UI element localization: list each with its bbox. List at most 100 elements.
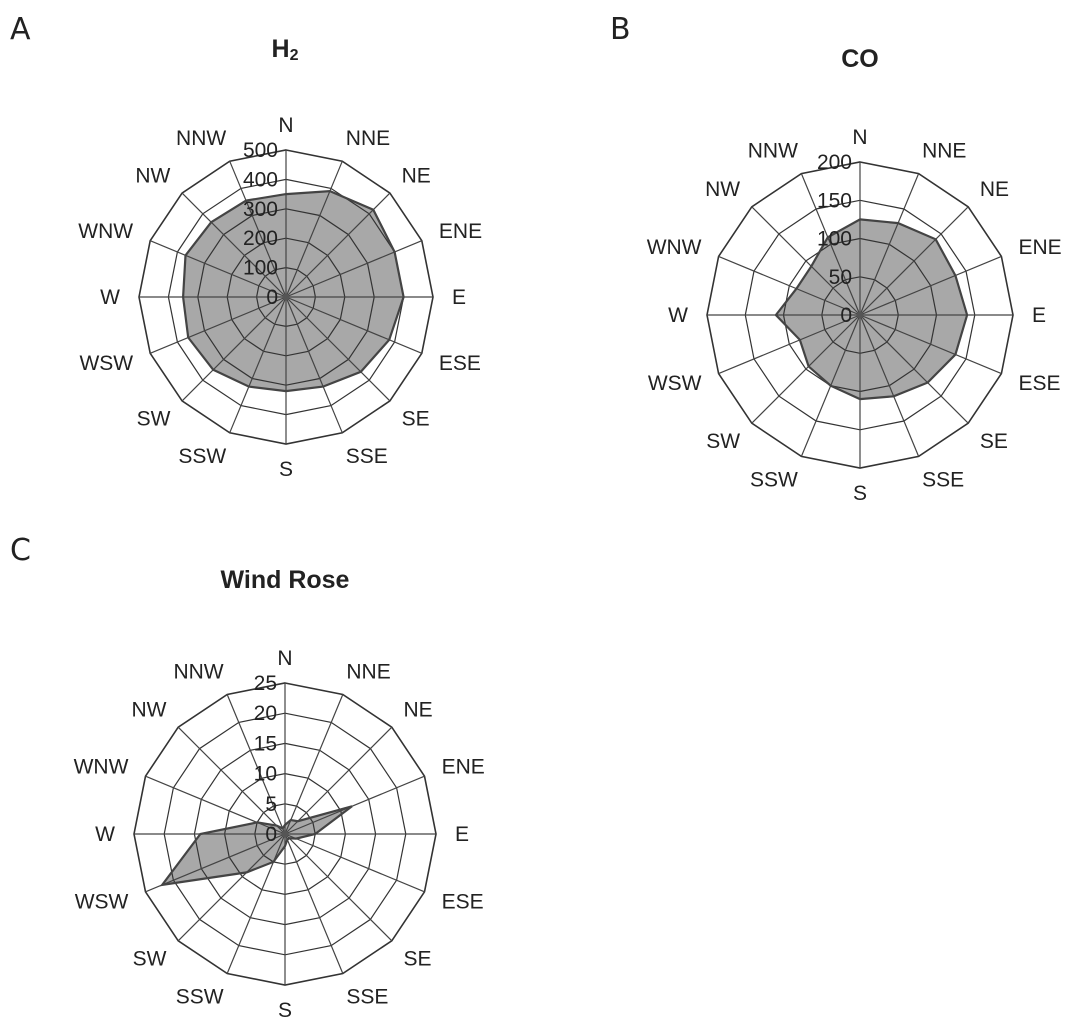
data-outline	[774, 218, 969, 401]
category-label-e: E	[455, 823, 469, 846]
category-label-w: W	[95, 823, 115, 846]
spoke-se	[285, 296, 391, 402]
tick-label: 20	[254, 702, 277, 725]
category-label-e: E	[452, 286, 466, 309]
category-label-se: SE	[402, 408, 430, 431]
chart-title-subscript: 2	[289, 47, 299, 64]
spoke-nw	[177, 726, 286, 835]
spoke-ese	[284, 833, 425, 893]
spoke-se	[859, 314, 969, 424]
category-label-sw: SW	[137, 408, 171, 431]
category-label-ese: ESE	[439, 352, 481, 375]
spoke-ene	[859, 255, 1002, 316]
tick-label: 0	[265, 823, 277, 846]
category-label-wnw: WNW	[647, 236, 702, 259]
tick-label: 0	[840, 304, 852, 327]
tick-label: 0	[266, 286, 278, 309]
spoke-ne	[284, 726, 393, 835]
category-label-ese: ESE	[1019, 372, 1061, 395]
category-label-wnw: WNW	[78, 220, 133, 243]
tick-label: 25	[254, 672, 277, 695]
category-label-nw: NW	[705, 178, 740, 201]
category-label-nne: NNE	[922, 140, 966, 163]
category-label-wsw: WSW	[75, 890, 129, 913]
data-outline	[181, 189, 405, 393]
category-label-nnw: NNW	[748, 140, 798, 163]
spoke-nnw	[229, 160, 287, 298]
category-label-nw: NW	[135, 164, 170, 187]
chart-title-wind-rose: Wind Rose	[220, 566, 350, 594]
category-label-wnw: WNW	[74, 756, 129, 779]
category-label-ssw: SSW	[176, 986, 224, 1009]
category-label-ssw: SSW	[750, 469, 798, 492]
category-label-ne: NE	[402, 164, 431, 187]
spoke-ne	[859, 206, 969, 316]
spoke-wnw	[718, 255, 861, 316]
spoke-sw	[177, 833, 286, 942]
category-label-ene: ENE	[439, 220, 482, 243]
category-label-wsw: WSW	[648, 372, 702, 395]
spoke-ssw	[229, 296, 287, 434]
spoke-ene	[285, 240, 423, 298]
tick-label: 15	[254, 732, 277, 755]
tick-label: 500	[243, 139, 278, 162]
category-label-nnw: NNW	[176, 127, 226, 150]
tick-label: 300	[243, 198, 278, 221]
spoke-sw	[181, 296, 287, 402]
panel-letter-a: A	[10, 12, 31, 47]
category-label-ne: NE	[980, 178, 1009, 201]
chart-title-co: CO	[841, 45, 879, 73]
category-label-nne: NNE	[346, 127, 390, 150]
tick-label: 5	[265, 793, 277, 816]
category-label-sse: SSE	[346, 986, 388, 1009]
chart-title-h2: H2	[235, 35, 335, 65]
spoke-ese	[285, 296, 423, 354]
spoke-wsw	[718, 314, 861, 375]
spoke-sse	[285, 296, 343, 434]
spoke-ene	[284, 775, 425, 835]
spoke-wnw	[149, 240, 287, 298]
category-label-se: SE	[980, 430, 1008, 453]
tick-label: 400	[243, 168, 278, 191]
spoke-nne	[285, 160, 343, 298]
tick-label: 100	[817, 228, 852, 251]
category-label-sw: SW	[706, 430, 740, 453]
category-label-nnw: NNW	[173, 660, 223, 683]
tick-label: 200	[243, 227, 278, 250]
category-label-wsw: WSW	[79, 352, 133, 375]
tick-label: 150	[817, 189, 852, 212]
tick-label: 10	[254, 763, 277, 786]
category-label-n: N	[852, 126, 867, 149]
spoke-nw	[751, 206, 861, 316]
spoke-wnw	[145, 775, 286, 835]
data-area	[775, 219, 968, 400]
spoke-wsw	[149, 296, 287, 354]
category-label-e: E	[1032, 304, 1046, 327]
category-label-n: N	[277, 647, 292, 670]
data-outline	[159, 805, 353, 887]
category-label-s: S	[278, 999, 292, 1022]
spoke-sw	[751, 314, 861, 424]
tick-label: 200	[817, 151, 852, 174]
category-label-sse: SSE	[922, 469, 964, 492]
chart-title-text: H	[271, 35, 290, 63]
spoke-sse	[859, 314, 920, 457]
spoke-nnw	[800, 173, 861, 316]
category-label-ne: NE	[404, 699, 433, 722]
category-label-nw: NW	[132, 699, 167, 722]
data-area	[183, 191, 404, 392]
spoke-se	[284, 833, 393, 942]
category-label-s: S	[853, 482, 867, 505]
category-label-se: SE	[404, 948, 432, 971]
category-label-s: S	[279, 458, 293, 481]
category-label-ese: ESE	[442, 890, 484, 913]
category-label-ssw: SSW	[178, 445, 226, 468]
spoke-nne	[859, 173, 920, 316]
panel-letter-c: C	[10, 533, 31, 568]
category-label-ene: ENE	[442, 756, 485, 779]
spoke-ese	[859, 314, 1002, 375]
spoke-nne	[284, 694, 344, 835]
